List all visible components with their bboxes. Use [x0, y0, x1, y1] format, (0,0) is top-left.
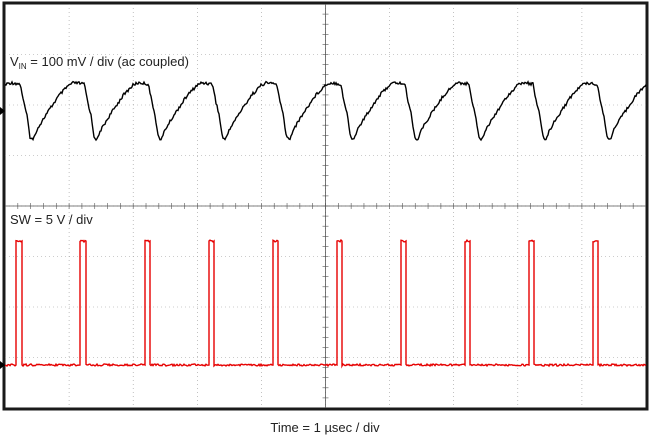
grid — [5, 4, 646, 408]
sw-trace-label: SW = 5 V / div — [10, 212, 93, 227]
x-axis-label: Time = 1 µsec / div — [270, 420, 380, 435]
sw-trace — [4, 238, 647, 369]
vin-ground-marker — [0, 107, 5, 115]
vin-subscript: IN — [19, 62, 27, 71]
vin-scale: = 100 mV / div (ac coupled) — [27, 54, 189, 69]
vin-trace — [5, 80, 647, 142]
vin-name: V — [10, 54, 19, 69]
sw-ground-marker — [0, 361, 5, 369]
traces — [4, 80, 647, 369]
vin-trace-label: VIN = 100 mV / div (ac coupled) — [10, 54, 189, 71]
